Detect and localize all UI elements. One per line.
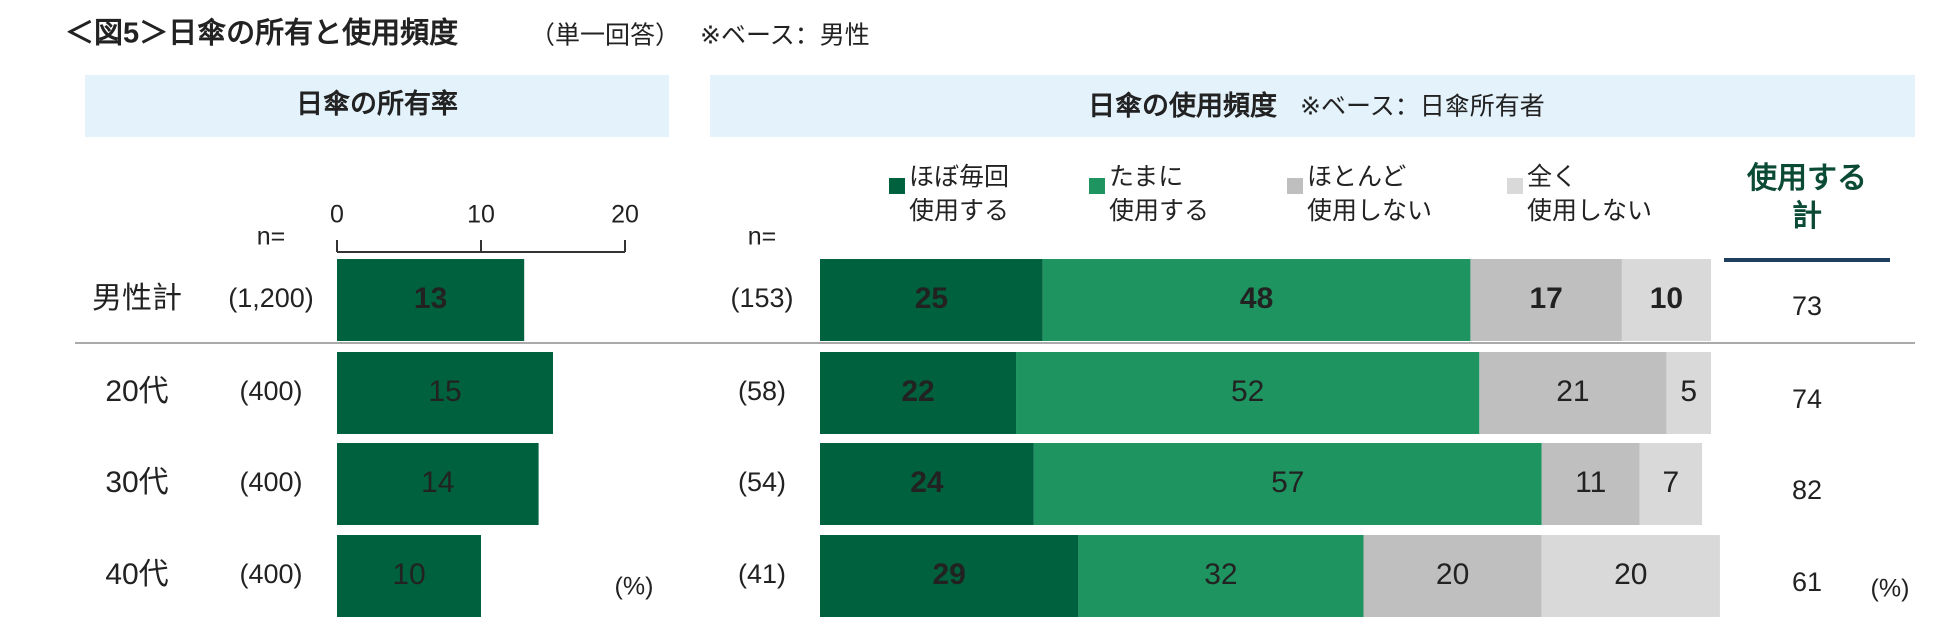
page-note: （単一回答） [530,22,680,50]
total-value: 74 [1792,384,1822,414]
value-label: 13 [414,282,447,315]
legend-swatch [1287,178,1303,194]
legend-swatch [1507,178,1523,194]
x-tick-label: 0 [330,201,344,229]
value-label: 10 [1650,282,1683,315]
bar [337,259,525,341]
page-base: ※ベース：男性 [700,22,870,50]
n-label: n= [748,223,777,251]
value-label: 14 [421,466,454,499]
chart-title: 日傘の使用頻度 [1088,90,1277,121]
value-label: 15 [428,375,461,408]
chart-title: 日傘の所有率 [296,88,458,119]
value-label: 57 [1271,466,1304,499]
n-value: (1,200) [228,283,314,313]
category-label: 20代 [105,375,168,408]
bar [337,443,539,525]
bar-segment [1541,535,1720,617]
bar-segment [1666,352,1711,434]
bar-segment [1033,443,1542,525]
bar-segment [820,259,1043,341]
bar-segment [820,352,1017,434]
value-label: 5 [1680,375,1697,408]
value-label: 48 [1240,282,1273,315]
n-value: (400) [239,467,302,497]
value-label: 32 [1204,558,1237,591]
bar [337,535,481,617]
x-tick-label: 10 [467,201,495,229]
chart-subtitle: ※ベース：日傘所有者 [1300,93,1545,121]
legend-swatch [1089,178,1105,194]
bar-segment [820,535,1079,617]
category-label: 30代 [105,466,168,499]
value-label: 25 [915,282,948,315]
value-label: 20 [1436,558,1469,591]
bar-segment [1541,443,1640,525]
bar-segment [1470,259,1622,341]
value-label: 7 [1663,466,1680,499]
bar-segment [820,443,1034,525]
value-label: 11 [1575,466,1606,499]
bar-segment [1078,535,1364,617]
n-value: (400) [239,376,302,406]
bar-segment [1042,259,1471,341]
n-value: (153) [730,283,793,313]
n-value: (58) [738,376,786,406]
bar-segment [1016,352,1480,434]
value-label: 29 [933,558,966,591]
page-title: ＜図5＞日傘の所有と使用頻度 [65,17,458,50]
legend-label: ほぼ毎回 使用する [909,163,1010,225]
legend-swatch [889,178,905,194]
total-value: 82 [1792,475,1822,505]
value-label: 10 [392,558,425,591]
category-label: 男性計 [92,282,182,315]
n-value: (41) [738,559,786,589]
total-value: 73 [1792,291,1822,321]
legend-label: ほとんど 使用しない [1307,163,1433,225]
legend-label: 全く 使用しない [1527,163,1653,225]
bar [337,352,553,434]
value-label: 20 [1614,558,1647,591]
unit: (%) [615,573,654,601]
legend-label: たまに 使用する [1109,163,1210,225]
bar-segment [1479,352,1667,434]
bar-segment [1639,443,1703,525]
n-value: (54) [738,467,786,497]
value-label: 52 [1231,375,1264,408]
value-label: 21 [1556,375,1589,408]
n-label: n= [257,223,286,251]
bar-segment [1621,259,1711,341]
unit: (%) [1871,575,1910,603]
n-value: (400) [239,559,302,589]
header-box [85,75,669,137]
value-label: 24 [910,466,944,499]
bar-segment [1363,535,1542,617]
header-box [710,75,1915,137]
total-header: 使用する 計 [1747,162,1867,233]
value-label: 22 [901,375,934,408]
total-value: 61 [1792,567,1822,597]
category-label: 40代 [105,558,168,591]
value-label: 17 [1529,282,1562,315]
x-tick-label: 20 [611,201,639,229]
